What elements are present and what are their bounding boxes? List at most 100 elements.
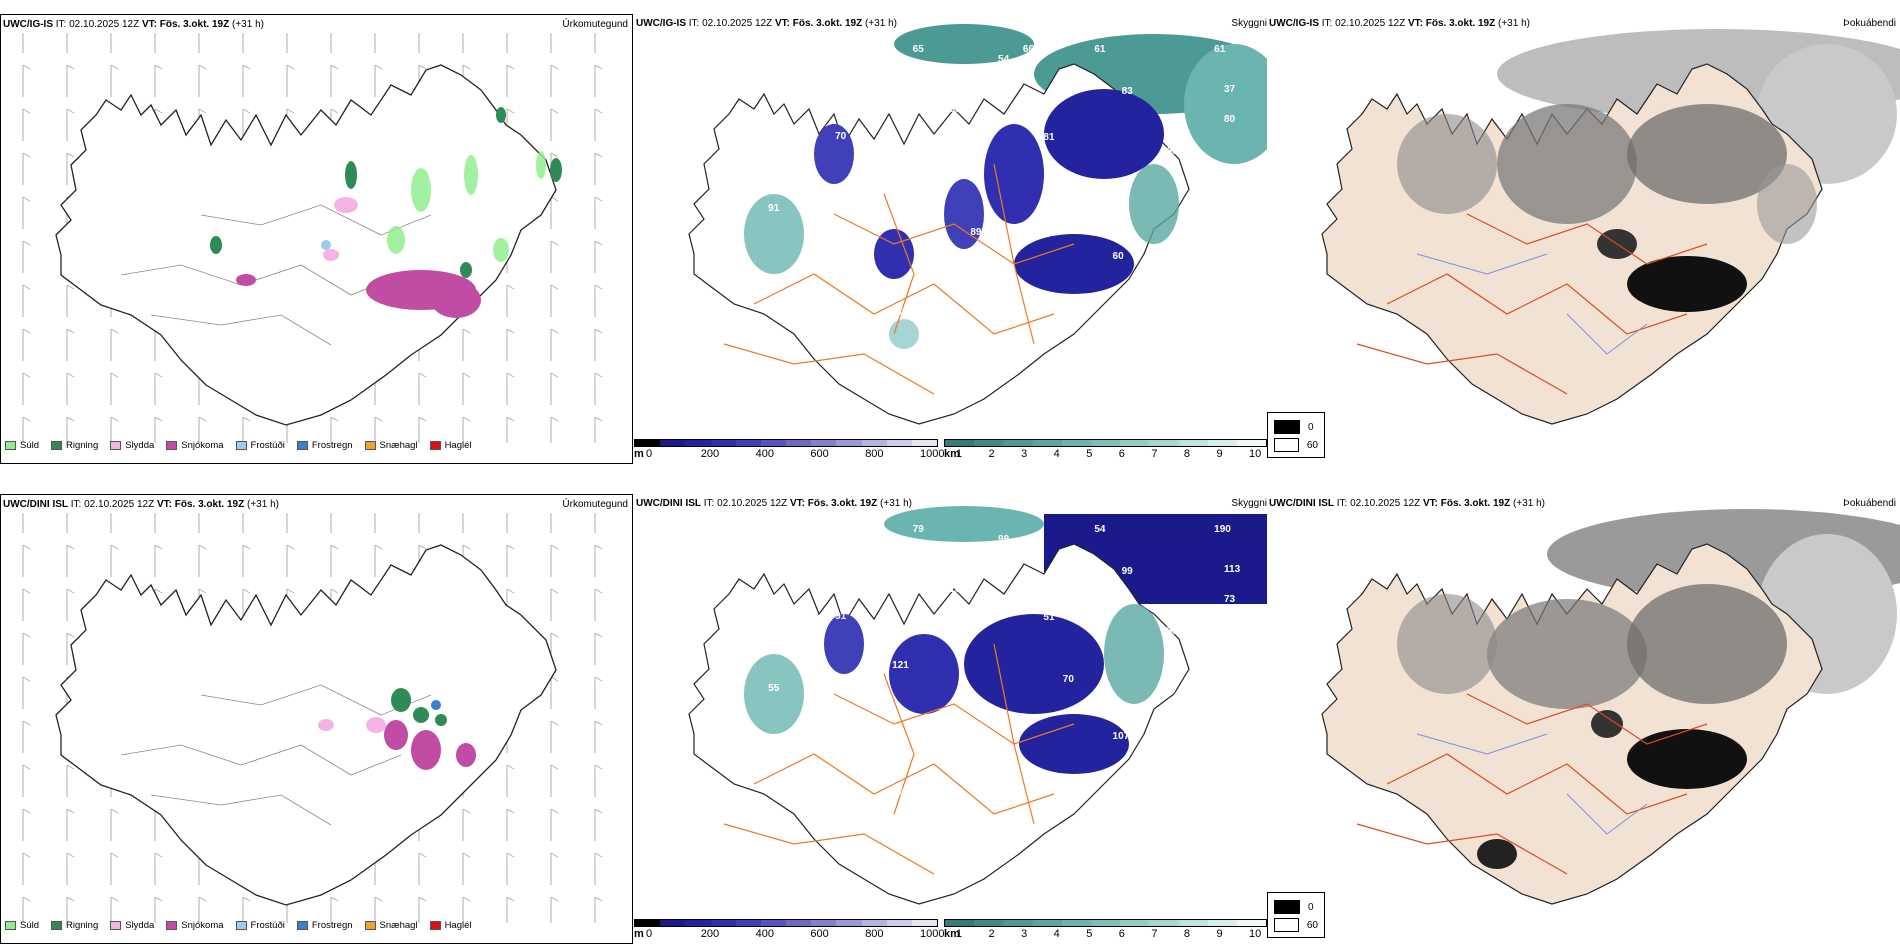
legend-label: Snjókoma (181, 920, 224, 931)
ceiling-value-label: 61 (1214, 230, 1226, 242)
colorbar-tick: 1000 (920, 448, 945, 460)
ceiling-value-label: 46 (892, 180, 904, 192)
ceiling-value-label: 96 (729, 143, 742, 155)
colorbar-cell (1120, 920, 1150, 926)
iceland-precip-map (1, 513, 632, 923)
colorbar-cell (660, 920, 686, 926)
colorbar-cell (1090, 920, 1121, 926)
ceiling-value-label: 81 (1043, 132, 1055, 144)
colorbar-cell (685, 920, 711, 926)
colorbar-cell (1178, 440, 1208, 446)
ceiling-value-label: 113 (1224, 563, 1241, 575)
legend-label: Rigning (66, 440, 99, 451)
ceiling-value-label: 53 (1102, 791, 1114, 803)
colorbar-cell (1120, 440, 1150, 446)
colorbar-tick: 4 (1053, 928, 1060, 940)
legend-item: Snæhagl (364, 920, 418, 931)
ceiling-ticks: m 0 200 400 600 800 1000 (634, 447, 944, 461)
ceiling-value-label: 79 (912, 524, 924, 535)
ceiling-value-label: 320 (1224, 643, 1241, 655)
ceiling-value-label: 47 (846, 72, 858, 84)
ceiling-value-label: 42 (1102, 311, 1114, 323)
colorbar-cell (886, 920, 912, 926)
colorbar-tick: 200 (700, 448, 720, 460)
colorbar-cell (1061, 440, 1091, 446)
colorbar-tick: 8 (1183, 448, 1190, 460)
ceiling-value-label: 83 (1224, 346, 1236, 358)
legend-item: Rigning (51, 440, 98, 451)
legend-swatch (364, 441, 376, 450)
colorbar-cell (735, 440, 761, 446)
legend-swatch (166, 441, 178, 450)
colorbar-cell (836, 920, 862, 926)
colorbar-cell (811, 440, 837, 446)
visibility-panel-top: UWC/IG-IS IT: 02.10.2025 12Z VT: Fös. 3.… (634, 14, 1267, 464)
colorbar-cell (760, 440, 787, 446)
colorbar-tick: 400 (755, 928, 774, 940)
ceiling-value-label: 61 (1094, 44, 1106, 55)
fog-legend-swatch (1274, 900, 1300, 914)
colorbar-cell (945, 920, 975, 926)
colorbar-cell (1207, 920, 1237, 926)
ceiling-value-label: 61 (848, 238, 860, 250)
legend-swatch (5, 921, 16, 930)
ceiling-value-label: 83 (1121, 86, 1133, 98)
colorbar-tick: 6 (1118, 928, 1125, 940)
legend-swatch (429, 441, 441, 450)
ceiling-value-label: 74 (1224, 692, 1236, 704)
colorbar-tick: 4 (1053, 448, 1060, 460)
legend-label: Slydda (125, 440, 155, 451)
ceiling-value-label: 55 (768, 682, 780, 694)
colorbar-tick: 5 (1086, 448, 1093, 460)
colorbar-tick: 200 (700, 928, 720, 940)
ceiling-value-label: 111 (703, 728, 720, 740)
legend-item: Frostregn (296, 920, 353, 931)
visibility-colorbar-bottom: km 1 2 3 4 5 6 7 8 9 10 (944, 919, 1267, 941)
fog-legend-label: 0 (1308, 421, 1314, 433)
ceiling-value-label: 190 (1214, 524, 1231, 535)
ceiling-value-label: 70 (1062, 674, 1074, 685)
legend-swatch (296, 441, 308, 450)
colorbar-tick: 1 (956, 928, 963, 940)
colorbar-tick: 400 (755, 448, 774, 460)
ceiling-colorbar-top: m 0 200 400 600 800 1000 (634, 439, 944, 461)
colorbar-unit: m (634, 448, 644, 460)
legend-swatch (429, 921, 441, 930)
fog-legend-row: 0 (1274, 418, 1318, 436)
fog-legend-row: 60 (1274, 916, 1318, 934)
legend-item: Rigning (51, 920, 98, 931)
ceiling-colorbar-bottom: m 0 200 400 600 800 1000 (634, 919, 944, 941)
ceiling-value-label: 61 (792, 772, 804, 784)
colorbar-tick: 3 (1021, 928, 1028, 940)
ceiling-value-label: 48 (990, 286, 1002, 298)
iceland-fog-map (1321, 29, 1900, 425)
panel-header: UWC/IG-IS IT: 02.10.2025 12Z VT: Fös. 3.… (1269, 18, 1530, 29)
colorbar-cell (735, 920, 761, 926)
ceiling-value-label: 85 (1214, 710, 1226, 722)
colorbar-cell (836, 440, 862, 446)
colorbar-tick: 2 (988, 448, 995, 460)
legend-item: Súld (5, 440, 39, 451)
colorbar-unit: km (944, 928, 960, 940)
ceiling-value-label: 98 (1224, 163, 1236, 175)
iceland-precip-map (1, 33, 632, 443)
colorbar-cell (1236, 920, 1267, 926)
fog-legend-swatch (1274, 420, 1300, 434)
colorbar-cell (635, 920, 661, 926)
colorbar-cell (1178, 920, 1208, 926)
ceiling-value-label: 66 (1026, 831, 1038, 843)
fog-legend-row: 60 (1274, 436, 1318, 454)
colorbar-cell (786, 440, 812, 446)
fog-legend-label: 0 (1308, 901, 1314, 913)
ceiling-value-label: 89 (970, 226, 982, 238)
ceiling-value-label: 60 (1026, 351, 1038, 363)
visibility-panel-bottom: UWC/DINI ISL IT: 02.10.2025 12Z VT: Fös.… (634, 494, 1267, 944)
ceiling-value-label: 68 (949, 103, 961, 115)
legend-label: Snæhagl (379, 920, 418, 931)
ceiling-value-label: 58 (703, 248, 715, 260)
panel-header: UWC/DINI ISL IT: 02.10.2025 12Z VT: Fös.… (1269, 498, 1545, 509)
colorbar-tick: 9 (1216, 928, 1223, 940)
colorbar-unit: m (634, 928, 644, 940)
ceiling-value-label: 71 (1194, 823, 1206, 835)
iceland-visibility-map (688, 24, 1267, 425)
